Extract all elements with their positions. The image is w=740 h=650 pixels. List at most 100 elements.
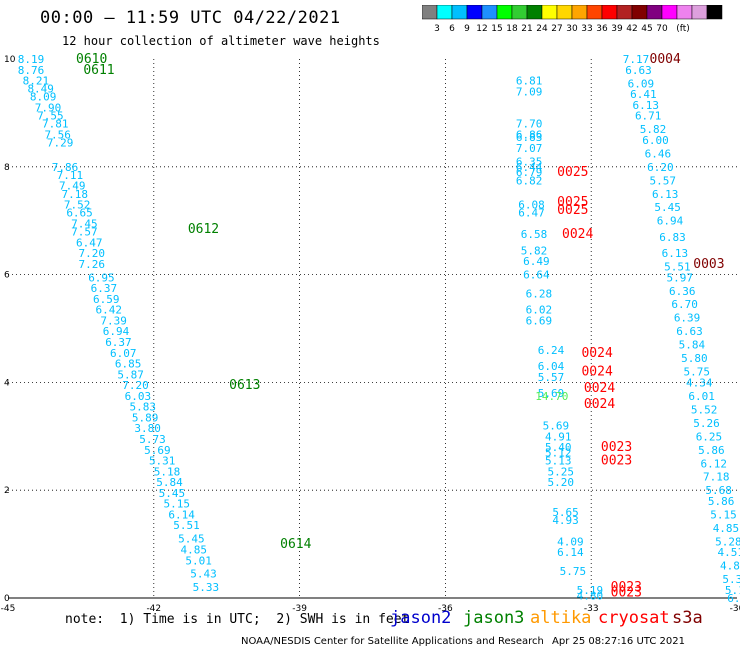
- y-tick-label: 10: [4, 55, 16, 65]
- wave-height-label: 5.68: [705, 484, 732, 497]
- wave-height-label: 7.57: [71, 225, 98, 238]
- wave-height-label: 8.49: [27, 83, 54, 96]
- wave-height-label: 6.28: [526, 287, 553, 300]
- wave-height-label: 6.14: [557, 546, 584, 559]
- colorbar-label: 24: [536, 24, 548, 34]
- wave-height-label: 6.14: [168, 508, 195, 521]
- wave-height-label: 5.57: [650, 174, 677, 187]
- wave-height-label: 6.59: [93, 293, 120, 306]
- wave-height-label: 8.76: [18, 64, 45, 77]
- pass-label: 0025: [557, 165, 588, 180]
- wave-height-label: 6.08: [518, 199, 545, 212]
- wave-height-label: 6.2: [727, 592, 740, 605]
- wave-height-label: 7.56: [44, 128, 70, 141]
- wave-height-label: 6.25: [696, 430, 723, 443]
- wave-height-label: 4.93: [552, 514, 579, 527]
- wave-height-label: 5.33: [193, 581, 220, 594]
- wave-height-label: 6.49: [523, 255, 550, 268]
- wave-height-label: 8.19: [18, 53, 45, 66]
- colorbar-label: 36: [596, 24, 608, 34]
- chart-subtitle: 12 hour collection of altimeter wave hei…: [62, 34, 380, 48]
- pass-label: 0023: [601, 440, 632, 455]
- x-tick-label: -33: [584, 604, 599, 614]
- colorbar-label: 15: [491, 24, 502, 34]
- wave-height-label: 6.24: [538, 344, 565, 357]
- wave-height-label: 6.94: [103, 325, 130, 338]
- wave-height-label: 4.85: [713, 522, 740, 535]
- pass-label: 0023: [611, 586, 642, 601]
- pass-label: 0024: [584, 397, 615, 412]
- wave-height-label: 5.15: [710, 508, 737, 521]
- wave-height-label: 5.13: [545, 455, 572, 468]
- wave-height-label: 5.82: [640, 123, 667, 136]
- colorbar-label: 18: [506, 24, 518, 34]
- pass-label: 0611: [83, 63, 114, 78]
- wave-height-label: 3.80: [134, 422, 161, 435]
- pass-label: 0023: [611, 580, 642, 595]
- wave-height-label: 6.63: [625, 64, 652, 77]
- wave-height-label: 6.13: [633, 99, 660, 112]
- wave-height-label: 7.11: [57, 169, 84, 182]
- wave-height-label: 4.91: [545, 430, 572, 443]
- wave-height-label: 5.35: [722, 573, 740, 586]
- wave-height-label: 6.94: [657, 215, 684, 228]
- colorbar-label: 3: [434, 24, 440, 34]
- pass-label: 0613: [229, 378, 260, 393]
- wave-height-label: 7.55: [37, 110, 64, 123]
- wave-height-label: 7.70: [516, 118, 543, 131]
- wave-height-label: 6.71: [635, 110, 662, 123]
- wave-height-label: 6.03: [125, 390, 152, 403]
- colorbar-label: 42: [626, 24, 637, 34]
- wave-height-label: 6.00: [642, 134, 669, 147]
- wave-height-label: 5.19: [577, 584, 604, 597]
- y-tick-label: 2: [4, 486, 10, 496]
- pass-label: 0024: [581, 346, 612, 361]
- wave-height-label: 5.80: [681, 352, 708, 365]
- wave-height-label: 6.69: [526, 314, 553, 327]
- wave-height-label: 5.52: [691, 403, 718, 416]
- wave-height-label: 5.89: [132, 411, 159, 424]
- wave-height-label: 7.39: [100, 314, 127, 327]
- wave-height-label: 7.45: [71, 217, 98, 230]
- pass-label: 0004: [650, 52, 681, 67]
- wave-height-label: 6.46: [645, 147, 672, 160]
- wave-height-label: 5.51: [173, 519, 200, 532]
- wave-height-label: 7.90: [35, 102, 62, 115]
- wave-height-label: 5.45: [159, 487, 186, 500]
- x-tick-label: -39: [292, 604, 307, 614]
- legend-jason3: jason3: [463, 608, 525, 628]
- colorbar-label: 30: [566, 24, 578, 34]
- wave-height-label: 5.69: [543, 420, 570, 433]
- wave-height-label: 6.83: [659, 231, 686, 244]
- wave-height-label: 14.70: [535, 390, 568, 403]
- wave-height-label: 7.29: [47, 137, 74, 150]
- wave-height-label: 6.13: [662, 247, 689, 260]
- colorbar-label: 70: [656, 24, 668, 34]
- wave-height-label: 8.21: [23, 75, 50, 88]
- colorbar-swatch: [706, 5, 723, 20]
- wave-height-label: 5.84: [679, 339, 706, 352]
- wave-height-label: 5.97: [667, 271, 694, 284]
- wave-height-label: 4.51: [718, 546, 740, 559]
- wave-height-label: 5.40: [545, 441, 572, 454]
- wave-height-label: 6.12: [701, 457, 728, 470]
- pass-label: 0610: [76, 52, 107, 67]
- wave-height-label: 5.31: [149, 455, 176, 468]
- wave-height-label: 5.28: [715, 535, 740, 548]
- wave-height-label: 5.25: [547, 465, 574, 478]
- units-note: note: 1) Time is in UTC; 2) SWH is in fe…: [65, 612, 410, 627]
- wave-height-label: 7.09: [516, 85, 543, 98]
- wave-height-label: 6.20: [647, 161, 674, 174]
- wave-height-label: 7.81: [42, 118, 69, 131]
- legend-altika: altika: [530, 608, 592, 628]
- wave-height-label: 5.73: [139, 433, 166, 446]
- y-tick-label: 8: [4, 163, 10, 173]
- wave-height-label: 5.82: [521, 244, 548, 257]
- wave-height-label: 7.49: [59, 180, 86, 193]
- legend-cryosat: cryosat: [598, 608, 670, 628]
- wave-height-label: 5.45: [178, 533, 205, 546]
- wave-height-label: 7.20: [78, 247, 105, 260]
- x-tick-label: -36: [438, 604, 453, 614]
